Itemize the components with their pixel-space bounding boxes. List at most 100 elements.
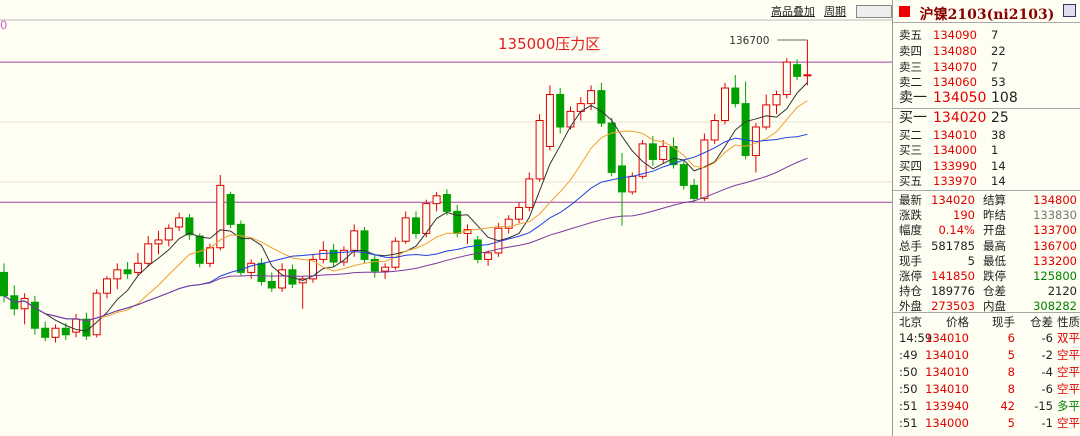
tick-cell: 5 [1007, 348, 1015, 362]
stat-value: 2120 [1047, 284, 1077, 299]
stat-label: 涨跌 [899, 208, 922, 223]
candle-body [41, 327, 50, 338]
book-price: 134070 [933, 60, 977, 74]
stat-value: 0.14% [938, 223, 975, 238]
stat-value: 189776 [931, 284, 975, 299]
quote-panel: 沪镍2103(ni2103) 卖五 134090 7 卖四 134080 22 卖三 1340… [892, 0, 1080, 436]
candle-body [247, 262, 256, 273]
candle-body [525, 178, 534, 208]
tick-cell: -6 [1041, 331, 1053, 345]
candle-body [587, 90, 596, 105]
panel-button[interactable] [1063, 4, 1076, 17]
candle-body [597, 90, 606, 124]
candle-body [628, 175, 637, 193]
candle-body [782, 61, 791, 96]
tick-cell: :50 [899, 365, 918, 379]
candle-body [20, 297, 29, 310]
stat-label: 外盘 [899, 299, 922, 314]
tick-cell: 双平 [1057, 331, 1080, 345]
candle-body [206, 247, 214, 264]
candle-body [61, 327, 70, 336]
candle-body [154, 239, 163, 245]
candle-body [185, 217, 194, 236]
book-label: 买一 [899, 110, 927, 126]
tick-header: 北京 [899, 315, 922, 329]
stat-value: 125800 [1033, 269, 1077, 283]
candle-body [164, 227, 173, 241]
stat-label: 跌停 [983, 269, 1006, 283]
tick-cell: 134000 [925, 416, 969, 430]
book-label: 买三 [899, 143, 922, 157]
tick-cell: 6 [1007, 331, 1015, 345]
candle-body [401, 217, 410, 242]
divider [893, 108, 1080, 109]
book-label: 卖一 [899, 90, 927, 106]
book-label: 卖三 [899, 60, 922, 74]
candle-body [669, 145, 678, 166]
stat-value: 141850 [931, 269, 975, 283]
candle-body [504, 218, 513, 229]
candle-body [535, 119, 544, 180]
tick-cell: -15 [1034, 399, 1053, 413]
book-price: 134090 [933, 28, 977, 42]
tick-cell: 134010 [925, 331, 969, 345]
tick-cell: 5 [1007, 416, 1015, 430]
candle-body [442, 194, 451, 212]
stat-value: 273503 [931, 299, 975, 314]
tick-cell: 8 [1007, 365, 1015, 379]
book-volume: 108 [991, 90, 1018, 106]
zoom-buttons[interactable] [856, 5, 892, 18]
candle-body [515, 206, 523, 220]
candle-body [350, 230, 359, 251]
candle-body [721, 87, 729, 121]
book-label: 卖四 [899, 44, 922, 58]
ma-line [3, 157, 808, 322]
stat-value: 133830 [1033, 208, 1077, 223]
tick-cell: 空平 [1057, 416, 1080, 430]
book-volume: 7 [991, 28, 999, 42]
tick-cell: 134010 [925, 365, 969, 379]
candle-body [648, 143, 657, 160]
stat-label: 开盘 [983, 223, 1006, 238]
candle-body [710, 119, 719, 141]
candle-body [381, 266, 390, 272]
candle-body [339, 249, 348, 263]
tick-header: 仓差 [1030, 315, 1053, 329]
stat-value: 134800 [1033, 193, 1077, 207]
candle-body [257, 262, 266, 282]
high-label: 136700 [729, 35, 769, 47]
ma-line [3, 82, 808, 332]
stat-value: 190 [953, 208, 975, 223]
book-label: 买五 [899, 174, 922, 188]
candle-body [195, 235, 204, 264]
axis-fragment: 0 [0, 18, 8, 32]
candle-body [267, 280, 276, 289]
overlay-link[interactable]: 高品叠加 [771, 5, 815, 18]
book-volume: 25 [991, 110, 1009, 126]
icon [899, 6, 910, 17]
candle-body [566, 110, 575, 128]
candle-body [772, 94, 781, 106]
candle-body [700, 139, 709, 199]
period-link[interactable]: 周期 [824, 5, 846, 18]
stat-label: 最低 [983, 253, 1006, 268]
chart: 135000压力区 136700 [0, 19, 892, 343]
tick-cell: -4 [1041, 365, 1053, 379]
candle-body [216, 184, 225, 249]
candle-body [803, 74, 812, 77]
stat-value: 581785 [931, 238, 975, 253]
candle-body [133, 262, 142, 273]
book-price: 133990 [933, 159, 977, 173]
candle-body [545, 94, 554, 147]
candle-body [679, 164, 688, 186]
tick-cell: 空平 [1057, 365, 1080, 379]
candle-body [319, 249, 328, 260]
candle-body [432, 195, 441, 205]
candle-body [175, 217, 184, 228]
stat-value: 133200 [1033, 253, 1077, 268]
tick-header: 性质 [1057, 315, 1080, 329]
divider [893, 190, 1080, 191]
tick-cell: -2 [1041, 348, 1053, 362]
book-volume: 1 [991, 143, 999, 157]
candle-body [103, 278, 111, 294]
